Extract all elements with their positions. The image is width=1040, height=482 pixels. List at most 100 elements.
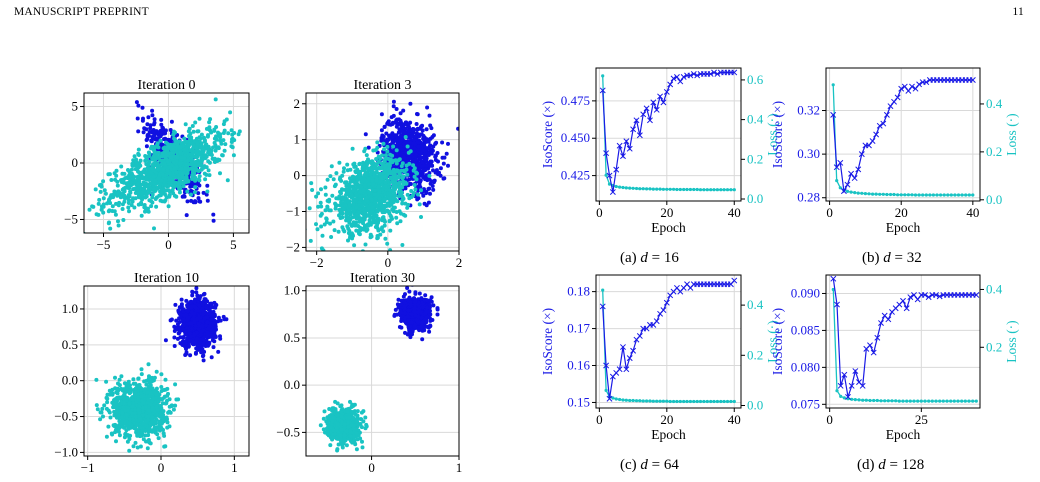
scatter-point <box>422 188 426 193</box>
scatter-point <box>201 292 206 297</box>
scatter-point <box>130 177 135 181</box>
scatter-point <box>387 196 392 200</box>
scatter-point <box>370 159 375 164</box>
scatter-point <box>159 191 164 196</box>
scatter-point <box>207 173 212 178</box>
scatter-point <box>319 224 324 229</box>
scatter-point <box>179 155 184 160</box>
scatter-point <box>163 198 168 203</box>
scatter-point <box>109 431 114 436</box>
scatter-point <box>222 148 227 153</box>
scatter-point <box>181 180 186 185</box>
scatter-point <box>429 148 433 153</box>
y-tick-label: 0 <box>294 168 301 183</box>
scatter-point <box>180 194 185 199</box>
scatter-point <box>343 180 348 185</box>
scatter-point <box>205 320 210 325</box>
scatter-point <box>394 184 399 189</box>
scatter-point <box>218 138 223 143</box>
scatter-point <box>366 176 371 181</box>
scatter-point <box>161 167 166 172</box>
scatter-point <box>138 163 143 168</box>
scatter-point <box>144 138 149 142</box>
scatter-point <box>405 192 410 197</box>
scatter-point <box>232 131 237 135</box>
scatter-point <box>381 215 386 220</box>
scatter-point <box>314 222 318 227</box>
scatter-point <box>201 353 206 358</box>
scatter-point <box>381 229 386 234</box>
scatter-point <box>340 211 345 216</box>
scatter-point <box>392 191 397 196</box>
scatter-point <box>446 141 450 146</box>
scatter-point <box>230 145 235 150</box>
scatter-point <box>316 191 321 196</box>
scatter-point <box>162 161 167 166</box>
scatter-point <box>127 179 132 184</box>
scatter-point <box>357 232 362 237</box>
scatter-point <box>309 181 314 186</box>
scatter-point <box>144 144 149 149</box>
scatter-point <box>182 136 187 141</box>
scatter-point <box>442 155 447 160</box>
scatter-point <box>401 212 406 217</box>
scatter-point <box>419 124 424 129</box>
scatter-point <box>328 174 333 179</box>
scatter-point <box>369 197 374 202</box>
scatter-point <box>351 199 356 204</box>
scatter-point <box>189 192 193 197</box>
scatter-point <box>324 217 329 222</box>
scatter-point <box>177 186 182 191</box>
scatter-point <box>183 344 188 349</box>
scatter-point <box>173 302 178 307</box>
scatter-point <box>101 210 106 215</box>
scatter-point <box>352 243 357 248</box>
scatter-point <box>412 140 417 145</box>
scatter-point <box>352 179 357 184</box>
scatter-point <box>150 157 155 162</box>
scatter-point <box>379 112 384 117</box>
scatter-point <box>362 173 367 177</box>
scatter-point <box>185 158 190 163</box>
scatter-point <box>180 171 185 176</box>
scatter-point <box>151 162 155 167</box>
scatter-point <box>116 219 120 224</box>
scatter-point <box>389 171 394 176</box>
scatter-point <box>441 161 446 166</box>
scatter-point <box>397 157 402 162</box>
scatter-point <box>426 153 431 157</box>
x-tick-label: −2 <box>310 255 324 270</box>
scatter-point <box>195 141 200 146</box>
scatter-point <box>370 178 375 183</box>
scatter-point <box>129 167 134 172</box>
scatter-point <box>393 158 398 163</box>
scatter-point <box>394 161 399 166</box>
scatter-point <box>332 228 337 233</box>
scatter-point <box>177 173 181 178</box>
scatter-point <box>142 203 147 207</box>
scatter-point <box>181 323 186 328</box>
scatter-point <box>156 176 161 181</box>
scatter-point <box>405 172 410 177</box>
scatter-point <box>427 161 432 166</box>
scatter-point <box>101 204 106 209</box>
scatter-point <box>206 326 211 331</box>
scatter-point <box>424 176 429 181</box>
scatter-point <box>415 127 420 132</box>
scatter-point <box>203 298 208 303</box>
scatter-point <box>126 205 131 210</box>
scatter-point <box>381 204 385 208</box>
scatter-point <box>130 161 135 166</box>
scatter-point <box>114 201 118 206</box>
scatter-point <box>385 137 390 142</box>
scatter-point <box>212 329 217 334</box>
scatter-point <box>427 173 432 178</box>
scatter-point <box>209 317 214 322</box>
scatter-point <box>384 131 389 136</box>
scatter-point <box>331 219 336 224</box>
scatter-point <box>387 163 392 168</box>
scatter-point <box>106 209 111 214</box>
scatter-point <box>197 316 202 321</box>
scatter-point <box>143 209 148 214</box>
scatter-point <box>356 214 361 218</box>
